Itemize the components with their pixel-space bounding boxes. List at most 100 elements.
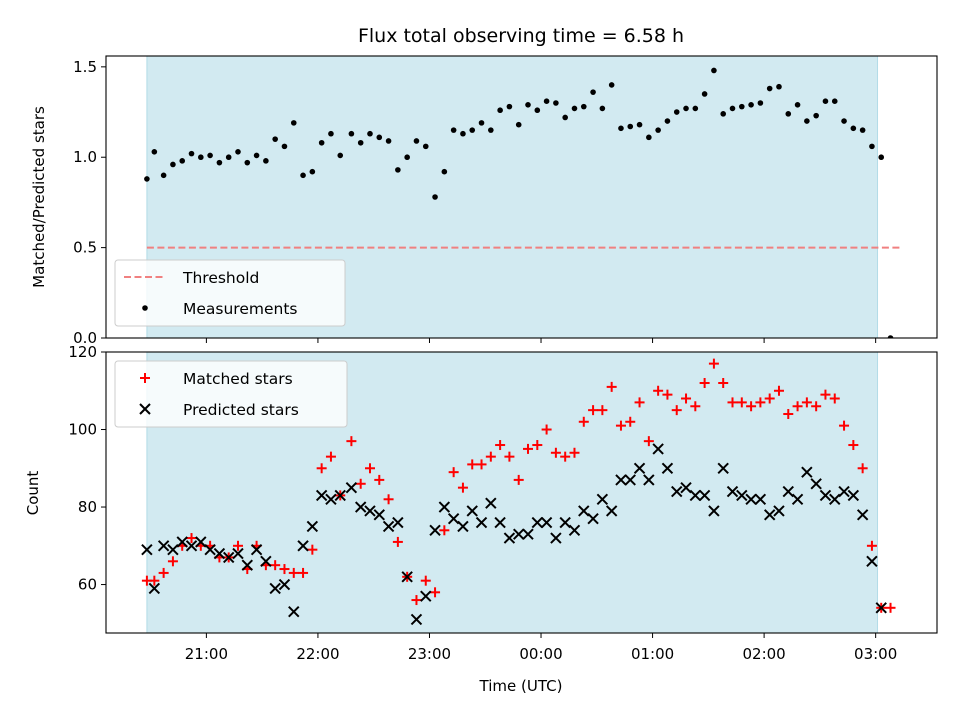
predicted-marker-b <box>345 481 358 494</box>
predicted-star-point <box>306 520 319 533</box>
measurement-point <box>711 67 717 74</box>
matched-star-point <box>653 385 664 396</box>
bottom-legend-box <box>114 360 348 428</box>
predicted-marker-b <box>241 559 253 571</box>
predicted-marker-b <box>838 485 850 498</box>
predicted-star-point <box>587 512 599 525</box>
measurement-point <box>272 136 278 142</box>
predicted-marker-b <box>315 489 328 502</box>
predicted-star-point <box>447 512 460 525</box>
predicted-star-point <box>157 540 170 552</box>
matched-star-point <box>625 416 636 427</box>
matched-star-point <box>411 595 422 606</box>
matched-star-point <box>606 381 617 392</box>
predicted-star-point <box>148 582 161 595</box>
predicted-star-point <box>457 520 469 533</box>
matched-star-point <box>186 533 197 544</box>
predicted-marker-b <box>269 582 281 595</box>
predicted-marker-b <box>494 516 506 529</box>
measurement-point <box>673 109 680 115</box>
measurement-point <box>253 152 260 159</box>
measurement-point <box>144 176 150 182</box>
bottom-plot-frame <box>105 351 938 634</box>
predicted-star-point <box>736 489 748 502</box>
predicted-star-point <box>269 582 281 595</box>
predicted-marker-b <box>503 532 516 544</box>
matched-star-point <box>316 463 327 474</box>
predicted-star-point <box>185 540 198 552</box>
predicted-star-point <box>671 485 683 498</box>
matched-star-point <box>374 474 385 485</box>
predicted-marker-b <box>615 474 627 486</box>
predicted-star-point <box>559 516 571 529</box>
measurement-point <box>534 107 541 114</box>
measurement-point <box>608 82 615 88</box>
x-tick-label: 02:00 <box>742 645 785 663</box>
predicted-marker-b <box>745 493 757 505</box>
predicted-star-point <box>550 532 562 544</box>
matched-star-point <box>801 397 812 408</box>
predicted-star-point <box>689 489 702 502</box>
measurement-point <box>263 158 269 164</box>
matched-star-point <box>755 397 766 408</box>
predicted-star-point <box>513 528 525 540</box>
measurement-point <box>655 127 661 133</box>
bottom-y-tick-label: 80 <box>78 498 97 516</box>
bottom-y-tick-label: 100 <box>68 421 97 439</box>
measurement-point <box>337 152 344 159</box>
predicted-star-point <box>494 516 506 529</box>
matched-star-point <box>504 451 515 462</box>
measurement-point <box>757 100 764 106</box>
matched-star-point <box>158 567 169 578</box>
predicted-marker-b <box>736 489 748 502</box>
measurement-point <box>198 154 204 161</box>
measurement-point <box>225 154 232 161</box>
measurement-point <box>151 149 158 155</box>
x-tick-label: 22:00 <box>296 645 339 663</box>
matched-star-point <box>671 405 682 416</box>
measurement-point <box>413 138 420 144</box>
predicted-star-point <box>288 605 300 618</box>
predicted-marker-b <box>819 489 832 502</box>
predicted-marker-b <box>185 540 198 552</box>
predicted-star-point <box>866 555 878 568</box>
predicted-marker-b <box>559 516 571 529</box>
predicted-star-point <box>801 466 813 478</box>
predicted-star-point <box>819 489 832 502</box>
measurement-point <box>766 85 773 92</box>
matched-star-point <box>811 401 822 412</box>
bottom-y-axis-label: Count <box>24 471 42 516</box>
matched-star-point <box>346 436 357 447</box>
top-y-tick-label: 1.0 <box>73 148 97 166</box>
measurement-point <box>515 121 522 128</box>
measurement-point <box>859 127 866 133</box>
matched-star-point <box>885 602 896 613</box>
predicted-marker-b <box>410 613 423 626</box>
predicted-marker-b <box>652 443 664 455</box>
predicted-marker-b <box>354 501 367 513</box>
measurement-point <box>543 98 550 104</box>
measurement-point <box>571 105 578 112</box>
predicted-marker-b <box>671 485 683 498</box>
predicted-star-point <box>278 578 291 591</box>
predicted-star-point <box>624 474 636 486</box>
predicted-marker-b <box>866 555 878 568</box>
predicted-marker-b <box>801 466 813 478</box>
matched-star-point <box>764 393 775 404</box>
bottom-legend: Matched stars Predicted stars <box>114 360 348 428</box>
predicted-marker-b <box>782 485 794 498</box>
measurement-point <box>627 123 634 130</box>
predicted-marker-b <box>875 602 887 614</box>
predicted-marker-b <box>288 605 300 618</box>
predicted-star-point <box>503 532 516 544</box>
bottom-x-axis-label: Time (UTC) <box>479 677 563 695</box>
matched-star-point <box>820 389 831 400</box>
predicted-star-point <box>726 485 739 498</box>
predicted-marker-b <box>605 505 618 517</box>
measurement-point <box>683 105 689 112</box>
matched-star-point <box>681 393 692 404</box>
matched-star-point <box>364 463 375 474</box>
predicted-marker-b <box>485 497 497 509</box>
matched-star-point <box>392 536 403 547</box>
